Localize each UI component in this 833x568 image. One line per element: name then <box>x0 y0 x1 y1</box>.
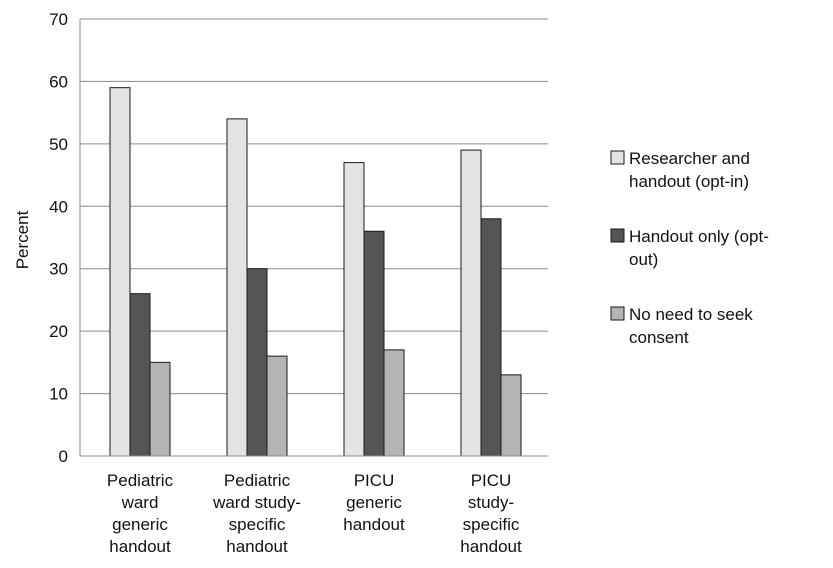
y-tick-label-30: 30 <box>49 260 68 279</box>
y-tick-label-70: 70 <box>49 10 68 29</box>
x-category-label-2: Pediatric ward study-specific handout <box>212 471 301 556</box>
bar-series1-cat4 <box>460 149 482 457</box>
bar-series1-cat1 <box>109 87 131 457</box>
bars <box>109 87 522 457</box>
y-tick-label-10: 10 <box>49 385 68 404</box>
bar-series1-cat3 <box>343 162 365 457</box>
y-tick-label-0: 0 <box>59 447 68 466</box>
legend-label-2: Handout only (opt-out) <box>629 227 769 269</box>
x-category-label-4: PICU study-specific handout <box>460 471 522 556</box>
y-tick-label-60: 60 <box>49 72 68 91</box>
bar-series3-cat2 <box>266 355 288 457</box>
bar-series2-cat3 <box>363 230 385 457</box>
axes <box>79 19 548 457</box>
bar-series3-cat1 <box>149 361 171 457</box>
y-tick-labels: 0 10 20 30 40 50 60 70 <box>49 10 68 466</box>
x-category-label-3: PICU generic handout <box>343 471 405 534</box>
bar-series3-cat4 <box>500 374 522 457</box>
x-category-label-1: Pediatric ward generic handout <box>107 471 174 556</box>
legend-label-3: No need to seek consent <box>629 305 753 347</box>
y-tick-label-20: 20 <box>49 322 68 341</box>
y-axis-title: Percent <box>13 210 32 269</box>
bar-series1-cat2 <box>226 118 248 457</box>
legend-swatch-3 <box>610 306 625 321</box>
gridlines <box>80 18 548 395</box>
legend-label-1: Researcher and handout (opt-in) <box>629 149 750 191</box>
legend-swatch-1 <box>610 150 625 165</box>
bar-series2-cat1 <box>129 293 151 457</box>
legend-swatch-2 <box>610 228 625 243</box>
y-tick-label-50: 50 <box>49 135 68 154</box>
x-category-labels: Pediatric ward generic handout Pediatric ward… <box>107 471 522 556</box>
bar-series2-cat2 <box>246 268 268 457</box>
legend: Researcher and handout (opt-in) Handout on… <box>610 149 769 347</box>
y-tick-label-40: 40 <box>49 197 68 216</box>
bar-series2-cat4 <box>480 218 502 457</box>
bar-series3-cat3 <box>383 349 405 457</box>
